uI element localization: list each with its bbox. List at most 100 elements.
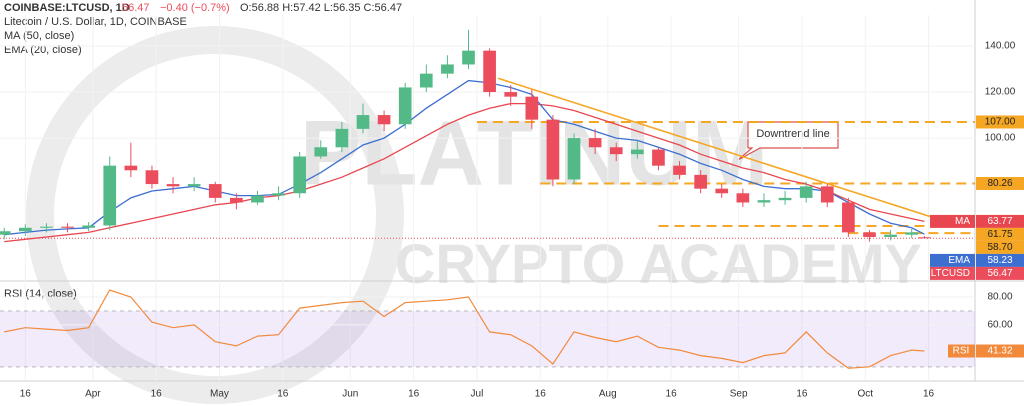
badge-name: LTCUSD xyxy=(931,268,970,279)
candle-body xyxy=(293,156,307,194)
symbol: COINBASE:LTCUSD, 1D xyxy=(4,2,130,14)
candle-body xyxy=(631,149,644,155)
candle-body xyxy=(757,200,771,203)
x-tick-label: Oct xyxy=(857,389,873,400)
x-tick-label: 16 xyxy=(796,389,808,400)
candle-body xyxy=(335,128,349,148)
annotation-box xyxy=(737,121,839,161)
candle-body xyxy=(567,138,581,180)
badge-name: RSI xyxy=(953,346,970,357)
x-tick-label: 16 xyxy=(666,389,678,400)
candle-body xyxy=(145,170,159,185)
candle-body xyxy=(441,64,454,74)
x-tick-label: 16 xyxy=(408,389,420,400)
candle-body xyxy=(272,193,285,196)
badge-value: 58.70 xyxy=(987,242,1012,253)
candle-body xyxy=(61,226,74,228)
y-tick-label: 100.00 xyxy=(985,133,1016,144)
candle-body xyxy=(0,231,11,235)
x-tick-label: Jul xyxy=(471,389,484,400)
candle-body xyxy=(208,184,222,198)
legend-entry: MA (50, close) xyxy=(4,30,74,42)
candle-body xyxy=(504,92,518,97)
candle-body xyxy=(842,202,855,233)
x-tick-label: Jun xyxy=(342,389,358,400)
y-tick-label: 140.00 xyxy=(985,41,1016,52)
candle-body xyxy=(251,195,264,203)
badge-name-box xyxy=(930,266,975,280)
candle-body xyxy=(884,234,897,237)
candle-body xyxy=(356,115,370,129)
candle-body xyxy=(82,225,95,228)
x-tick-label: 16 xyxy=(277,389,289,400)
badge-name-box xyxy=(930,253,975,267)
legend-entry: EMA (20, close) xyxy=(4,44,82,56)
candle-body xyxy=(377,115,391,125)
candle-body xyxy=(230,197,243,203)
badge-value: 61.75 xyxy=(987,229,1012,240)
y-tick-label: 80.00 xyxy=(987,292,1012,303)
candle-body xyxy=(40,226,53,228)
badge-box xyxy=(976,227,1024,241)
x-tick-label: Sep xyxy=(730,389,748,400)
candle-body xyxy=(525,96,539,120)
last-price: 56.47 xyxy=(122,2,150,14)
watermark-logo xyxy=(26,26,404,404)
candle-body xyxy=(588,138,602,148)
candle-body xyxy=(694,174,707,189)
candle-body xyxy=(419,73,433,88)
candle-body xyxy=(820,186,834,203)
x-tick-label: 16 xyxy=(535,389,547,400)
x-tick-label: 16 xyxy=(923,389,935,400)
annotation-text: Downtrend line xyxy=(756,128,829,140)
badge-box xyxy=(976,266,1024,280)
badge-box xyxy=(976,253,1024,267)
badge-name-box xyxy=(948,344,975,358)
badge-box xyxy=(976,344,1024,358)
badge-value: 107.00 xyxy=(985,117,1016,128)
badge-value: 80.26 xyxy=(987,178,1012,189)
rsi-title: RSI (14, close) xyxy=(4,288,77,300)
indicator-line xyxy=(4,102,925,243)
candle-body xyxy=(736,193,750,203)
candle-body xyxy=(863,232,876,237)
badge-box xyxy=(976,115,1024,129)
candle-body xyxy=(18,227,32,232)
candle-body xyxy=(905,232,919,235)
candle-body xyxy=(462,50,475,65)
badge-box xyxy=(976,214,1024,228)
badge-name: EMA xyxy=(948,255,970,266)
candle-body xyxy=(103,165,117,226)
candle-body xyxy=(187,184,201,187)
annotation: Downtrend line xyxy=(737,121,839,161)
candle-body xyxy=(398,87,412,125)
badge-value: 41.32 xyxy=(987,346,1012,357)
candle-body xyxy=(546,119,560,180)
candle-body xyxy=(715,188,729,194)
candle-body xyxy=(799,186,813,198)
rsi-band xyxy=(0,310,975,367)
x-tick-label: 16 xyxy=(20,389,32,400)
badge-name: MA xyxy=(955,216,970,227)
x-tick-label: May xyxy=(210,389,229,400)
indicator-line xyxy=(4,79,925,236)
rsi-line xyxy=(4,289,925,369)
x-tick-label: Apr xyxy=(85,389,101,400)
badge-value: 63.77 xyxy=(987,216,1012,227)
candle-body xyxy=(652,149,665,166)
badge-value: 56.47 xyxy=(987,268,1012,279)
ohlc: O:56.88 H:57.42 L:56.35 C:56.47 xyxy=(240,2,402,14)
badge-name-box xyxy=(930,214,975,228)
trendline xyxy=(497,77,959,227)
candle-body xyxy=(314,147,328,157)
badge-value: 58.23 xyxy=(987,255,1012,266)
candle-body xyxy=(483,50,496,93)
candle-body xyxy=(673,165,686,175)
x-tick-label: Aug xyxy=(599,389,617,400)
candle-body xyxy=(166,184,180,187)
chart-title: Litecoin / U.S. Dollar, 1D, COINBASE xyxy=(4,16,187,28)
badge-box xyxy=(976,240,1024,254)
badge-box xyxy=(976,176,1024,190)
x-tick-label: 16 xyxy=(151,389,163,400)
